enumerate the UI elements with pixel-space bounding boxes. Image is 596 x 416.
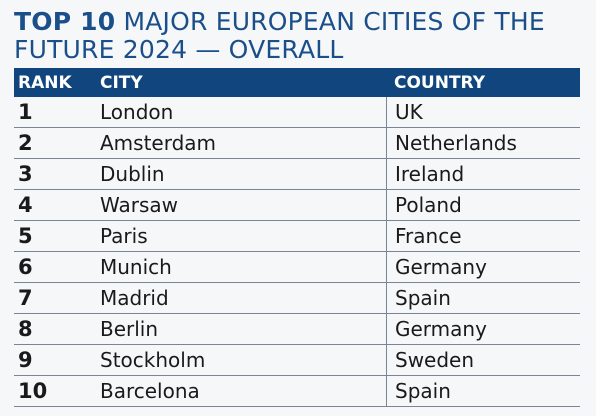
table-row: 10 Barcelona Spain [14,376,580,407]
country-cell: Germany [386,252,580,282]
city-cell: Berlin [100,317,159,341]
rank-cell: 4 [18,193,33,217]
rank-cell: 3 [18,162,33,186]
city-cell: Paris [100,224,148,248]
rank-cell: 5 [18,224,33,248]
city-cell: Madrid [100,286,169,310]
table-row: 5 Paris France [14,221,580,252]
table-row: 1 London UK [14,97,580,128]
table-row: 9 Stockholm Sweden [14,345,580,376]
rank-cell: 10 [18,379,48,403]
table-header: RANK CITY COUNTRY [14,68,580,97]
table-row: 6 Munich Germany [14,252,580,283]
rank-cell: 8 [18,317,33,341]
city-cell: Warsaw [100,193,179,217]
city-cell: London [100,100,174,124]
rank-cell: 7 [18,286,33,310]
city-cell: Dublin [100,162,165,186]
table-row: 3 Dublin Ireland [14,159,580,190]
table-title: TOP 10 MAJOR EUROPEAN CITIES OF THE FUTU… [14,8,580,64]
country-cell: Spain [386,283,580,313]
country-cell: Spain [386,376,580,406]
table-row: 8 Berlin Germany [14,314,580,345]
ranking-table: RANK CITY COUNTRY 1 London UK 2 Amsterda… [14,68,580,407]
country-cell: France [386,221,580,251]
country-cell: Ireland [386,159,580,189]
country-cell: Germany [386,314,580,344]
city-cell: Amsterdam [100,131,217,155]
title-highlight: TOP 10 [14,7,116,36]
city-cell: Stockholm [100,348,206,372]
table-row: 2 Amsterdam Netherlands [14,128,580,159]
rank-cell: 6 [18,255,33,279]
city-cell: Munich [100,255,172,279]
city-cell: Barcelona [100,379,200,403]
header-city: CITY [100,72,143,93]
header-rank: RANK [18,72,72,93]
table-row: 7 Madrid Spain [14,283,580,314]
country-cell: Sweden [386,345,580,375]
header-country: COUNTRY [394,72,486,93]
rank-cell: 2 [18,131,33,155]
table-row: 4 Warsaw Poland [14,190,580,221]
rank-cell: 9 [18,348,33,372]
country-cell: Netherlands [386,128,580,158]
rank-cell: 1 [18,100,33,124]
country-cell: UK [386,97,580,127]
ranking-card: TOP 10 MAJOR EUROPEAN CITIES OF THE FUTU… [14,8,580,407]
country-cell: Poland [386,190,580,220]
title-text: MAJOR EUROPEAN CITIES OF THE FUTURE 2024… [14,7,545,64]
